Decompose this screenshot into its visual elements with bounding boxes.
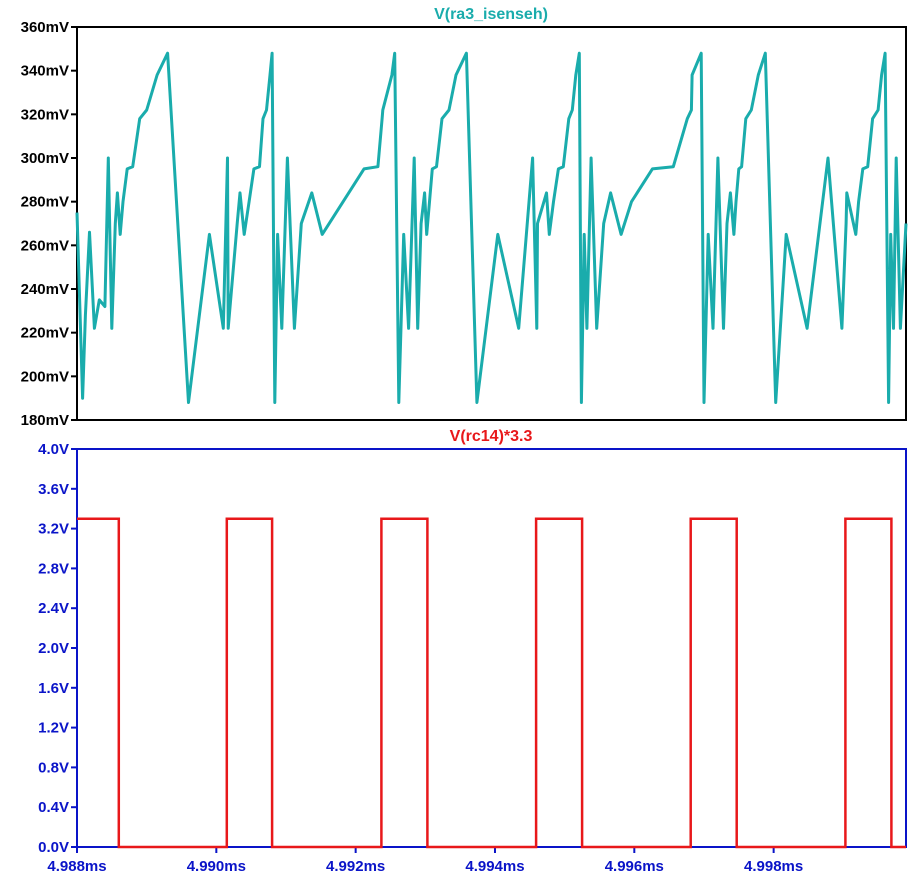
pane-bottom: V(rc14)*3.3 0.0V 0.4V 0.8V 1.2V 1.6V 2.0V 2.4V…: [38, 428, 907, 875]
y-tick-label-bottom: 2.0V: [38, 640, 69, 657]
x-tick-label: 4.998ms: [744, 858, 803, 875]
y-tick-label-top: 300mV: [21, 150, 69, 167]
x-tick-label: 4.992ms: [326, 858, 385, 875]
y-axis-bottom: 0.0V 0.4V 0.8V 1.2V 1.6V 2.0V 2.4V 2.8V 3.2V 3.6V…: [38, 441, 77, 856]
x-tick-label: 4.996ms: [605, 858, 664, 875]
x-axis-bottom: 4.988ms 4.990ms 4.992ms 4.994ms 4.996ms 4.998…: [47, 847, 803, 875]
y-tick-label-top: 260mV: [21, 237, 69, 254]
plot-frame-bottom: [76, 448, 907, 848]
y-tick-label-top: 240mV: [21, 281, 69, 298]
trace-title-bottom[interactable]: V(rc14)*3.3: [450, 428, 533, 445]
y-tick-label-bottom: 0.0V: [38, 839, 69, 856]
y-tick-label-bottom: 2.8V: [38, 560, 69, 577]
plot-frame-top: [76, 26, 907, 421]
y-tick-label-top: 320mV: [21, 106, 69, 123]
pane-top: V(ra3_isenseh) 180mV 200mV 220mV 240mV 260mV…: [21, 6, 908, 429]
x-tick-label: 4.994ms: [465, 858, 524, 875]
y-tick-label-top: 340mV: [21, 63, 69, 80]
trace-rc14[interactable]: [77, 517, 906, 849]
y-tick-label-top: 280mV: [21, 194, 69, 211]
y-tick-label-bottom: 3.2V: [38, 521, 69, 538]
x-tick-label: 4.990ms: [187, 858, 246, 875]
y-tick-label-top: 220mV: [21, 325, 69, 342]
y-tick-label-top: 360mV: [21, 19, 69, 36]
y-tick-label-bottom: 1.2V: [38, 720, 69, 737]
y-axis-top: 180mV 200mV 220mV 240mV 260mV 280mV 300mV 320mV…: [21, 19, 77, 429]
y-tick-label-bottom: 3.6V: [38, 481, 69, 498]
y-tick-label-bottom: 2.4V: [38, 600, 69, 617]
x-tick-label: 4.988ms: [47, 858, 106, 875]
trace-title-top[interactable]: V(ra3_isenseh): [434, 6, 548, 23]
y-tick-label-top: 200mV: [21, 368, 69, 385]
y-tick-label-bottom: 0.8V: [38, 759, 69, 776]
trace-ra3-isenseh[interactable]: [75, 51, 908, 404]
y-tick-label-top: 180mV: [21, 412, 69, 429]
y-tick-label-bottom: 0.4V: [38, 799, 69, 816]
y-tick-label-bottom: 1.6V: [38, 680, 69, 697]
y-tick-label-bottom: 4.0V: [38, 441, 69, 458]
